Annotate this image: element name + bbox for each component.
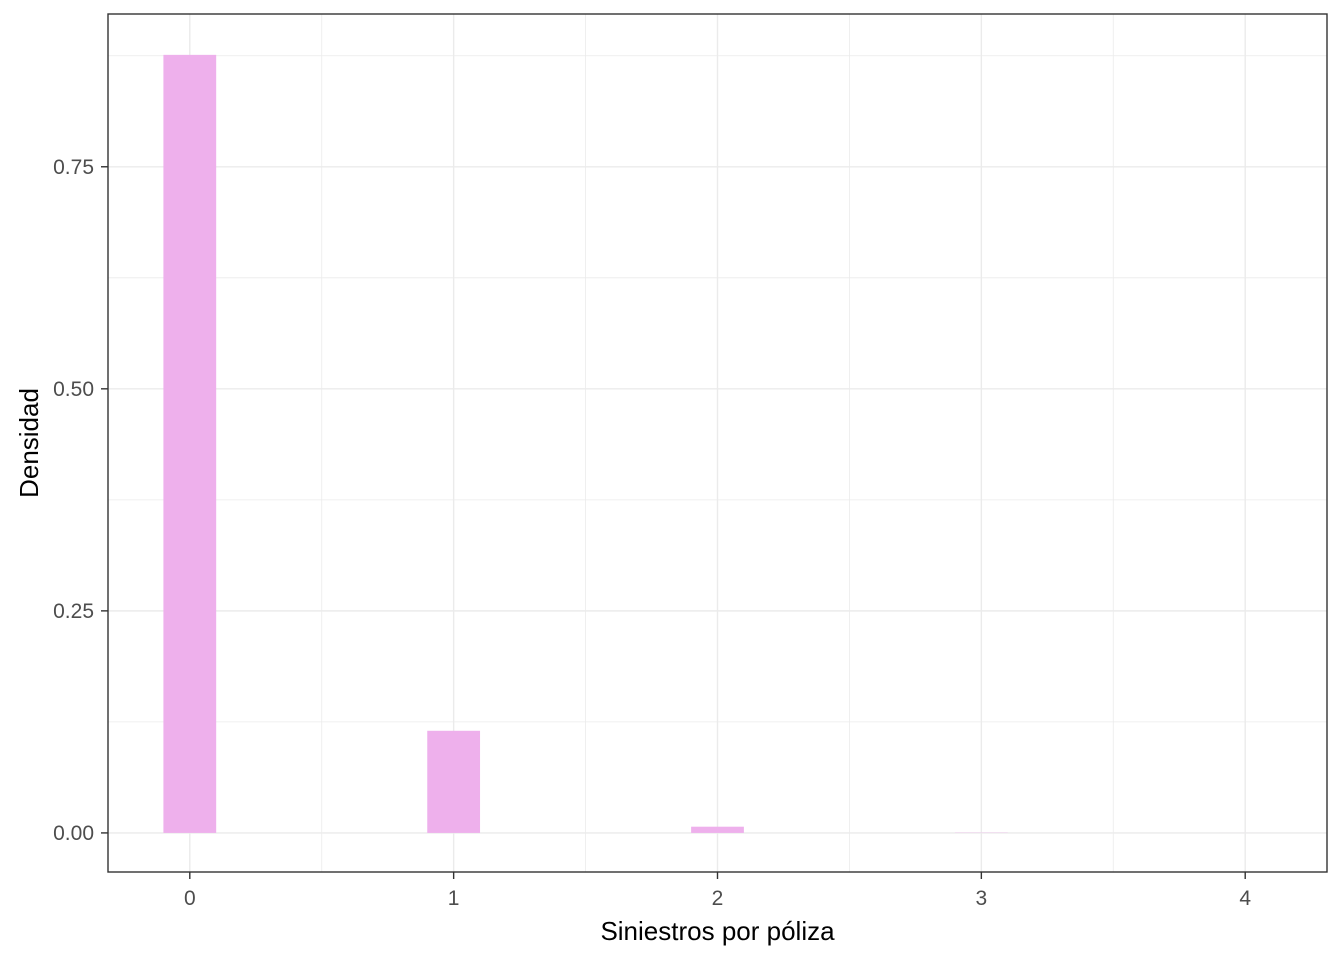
x-tick-label: 4 bbox=[1239, 887, 1251, 910]
bar-2 bbox=[691, 826, 744, 833]
x-tick-label: 0 bbox=[184, 887, 196, 910]
y-tick-label: 0.50 bbox=[53, 378, 94, 401]
y-axis-title: Densidad bbox=[14, 388, 44, 498]
bar-1 bbox=[427, 730, 481, 833]
x-ticks: 0 1 2 3 4 bbox=[184, 872, 1251, 910]
y-tick-label: 0.25 bbox=[53, 600, 94, 623]
bars bbox=[163, 54, 1272, 833]
bar-0 bbox=[163, 54, 217, 833]
x-tick-label: 3 bbox=[976, 887, 988, 910]
grid bbox=[108, 14, 1327, 872]
y-tick-label: 0.75 bbox=[53, 156, 94, 179]
x-tick-label: 1 bbox=[448, 887, 460, 910]
y-ticks: 0.00 0.25 0.50 0.75 bbox=[53, 156, 108, 845]
x-tick-label: 2 bbox=[712, 887, 724, 910]
x-axis-title: Siniestros por póliza bbox=[600, 916, 835, 946]
y-tick-label: 0.00 bbox=[53, 822, 94, 845]
